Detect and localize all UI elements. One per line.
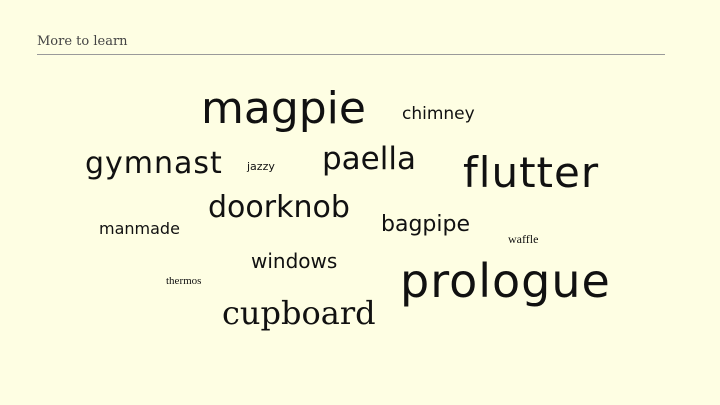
word-flutter[interactable]: flutter bbox=[463, 148, 600, 197]
word-chimney[interactable]: chimney bbox=[402, 104, 475, 124]
word-gymnast[interactable]: gymnast bbox=[85, 146, 223, 181]
word-doorknob[interactable]: doorknob bbox=[208, 190, 350, 225]
word-thermos[interactable]: thermos bbox=[166, 275, 202, 287]
word-bagpipe[interactable]: bagpipe bbox=[381, 212, 470, 237]
word-paella[interactable]: paella bbox=[322, 141, 416, 177]
word-waffle[interactable]: waffle bbox=[508, 232, 539, 246]
header-divider bbox=[37, 54, 665, 55]
word-magpie[interactable]: magpie bbox=[201, 83, 366, 134]
section-title: More to learn bbox=[37, 34, 128, 49]
word-cupboard[interactable]: cupboard bbox=[222, 294, 376, 332]
word-prologue[interactable]: prologue bbox=[400, 254, 611, 308]
word-jazzy[interactable]: jazzy bbox=[247, 160, 275, 173]
word-manmade[interactable]: manmade bbox=[99, 219, 180, 238]
word-windows[interactable]: windows bbox=[251, 249, 338, 273]
